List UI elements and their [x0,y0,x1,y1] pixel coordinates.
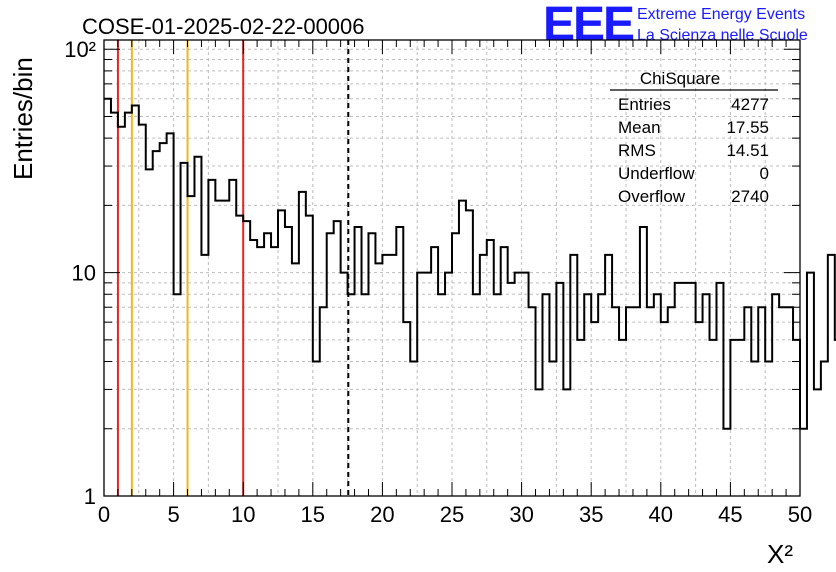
stats-label: Overflow [618,187,686,206]
run-title: COSE-01-2025-02-22-00006 [82,14,365,39]
x-tick-label: 35 [579,502,603,527]
stats-label: Entries [618,95,671,114]
logo-line-1: Extreme Energy Events [637,6,805,23]
x-tick-label: 30 [509,502,533,527]
x-tick-label: 10 [231,502,255,527]
x-tick-label: 15 [301,502,325,527]
x-tick-label: 45 [718,502,742,527]
stats-box: ChiSquare Entries 4277 Mean 17.55 RMS 14.51 Un… [610,69,778,206]
eee-logo: EEE Extreme Energy Events La Scienza nel… [543,0,808,51]
stats-value: 2740 [731,187,769,206]
x-tick-label: 20 [370,502,394,527]
histogram-step-line [104,97,836,430]
stats-value: 4277 [731,95,769,114]
stats-rows: Entries 4277 Mean 17.55 RMS 14.51 Underflow 0 Ov… [618,95,769,206]
logo-line-2: La Scienza nelle Scuole [637,27,808,44]
stats-label: RMS [618,141,656,160]
y-axis-title: Entries/bin [8,57,38,180]
x-axis-title: X² [767,539,793,569]
stats-value: 14.51 [726,141,769,160]
x-tick-label: 25 [440,502,464,527]
x-tick-label: 40 [649,502,673,527]
stats-box-title: ChiSquare [640,69,720,88]
y-tick-label: 1 [84,484,96,509]
stats-value: 17.55 [726,118,769,137]
y-tick-labels: 1 10 10² [64,37,96,509]
stats-label: Mean [618,118,661,137]
x-tick-label: 50 [788,502,812,527]
x-tick-label: 5 [167,502,179,527]
y-tick-label: 10 [72,261,96,286]
x-tick-labels: 0 5 10 15 20 25 30 35 40 45 50 [98,502,812,527]
stats-value: 0 [760,164,769,183]
y-tick-label: 10² [64,37,96,62]
eee-logo-text: EEE [543,0,634,51]
x-tick-label: 0 [98,502,110,527]
axis-ticks [103,40,801,497]
stats-label: Underflow [618,164,695,183]
